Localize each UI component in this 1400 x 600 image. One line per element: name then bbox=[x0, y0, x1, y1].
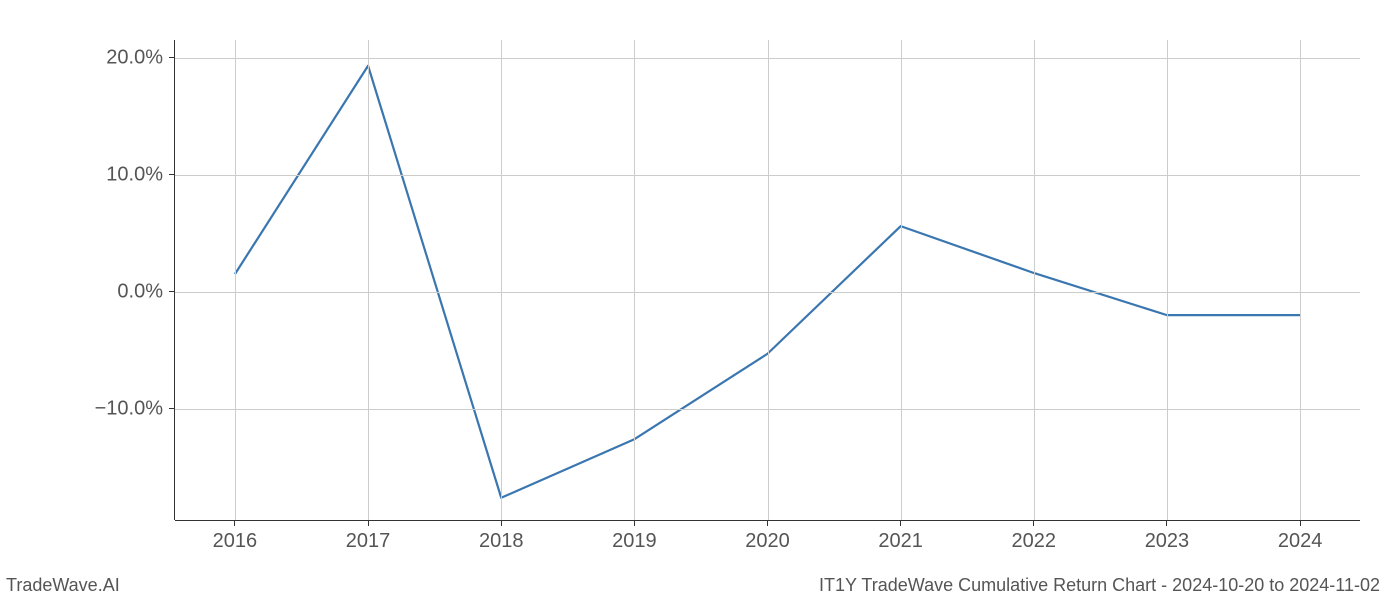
x-axis-spine bbox=[175, 520, 1360, 521]
gridline-horizontal bbox=[175, 409, 1360, 410]
chart-caption: IT1Y TradeWave Cumulative Return Chart -… bbox=[819, 575, 1380, 596]
return-chart: TradeWave.AI IT1Y TradeWave Cumulative R… bbox=[0, 0, 1400, 600]
brand-label: TradeWave.AI bbox=[6, 575, 120, 596]
y-tick-label: −10.0% bbox=[95, 397, 163, 420]
x-tick-label: 2022 bbox=[1012, 530, 1057, 553]
gridline-vertical bbox=[634, 40, 635, 520]
x-tick-label: 2024 bbox=[1278, 530, 1323, 553]
y-tick-label: 20.0% bbox=[106, 46, 163, 69]
gridline-vertical bbox=[368, 40, 369, 520]
gridline-horizontal bbox=[175, 58, 1360, 59]
gridline-vertical bbox=[1167, 40, 1168, 520]
gridline-vertical bbox=[235, 40, 236, 520]
gridline-horizontal bbox=[175, 292, 1360, 293]
gridline-vertical bbox=[768, 40, 769, 520]
x-tick-label: 2016 bbox=[213, 530, 258, 553]
x-tick-label: 2017 bbox=[346, 530, 391, 553]
y-tick-label: 10.0% bbox=[106, 163, 163, 186]
plot-area bbox=[175, 40, 1360, 520]
x-tick-label: 2019 bbox=[612, 530, 657, 553]
x-tick-label: 2023 bbox=[1145, 530, 1190, 553]
x-tick-label: 2020 bbox=[745, 530, 790, 553]
gridline-horizontal bbox=[175, 175, 1360, 176]
gridline-vertical bbox=[1034, 40, 1035, 520]
gridline-vertical bbox=[901, 40, 902, 520]
y-tick-label: 0.0% bbox=[117, 280, 163, 303]
y-axis-spine bbox=[174, 40, 175, 520]
x-tick-label: 2018 bbox=[479, 530, 524, 553]
x-tick-label: 2021 bbox=[878, 530, 923, 553]
gridline-vertical bbox=[1300, 40, 1301, 520]
gridline-vertical bbox=[501, 40, 502, 520]
